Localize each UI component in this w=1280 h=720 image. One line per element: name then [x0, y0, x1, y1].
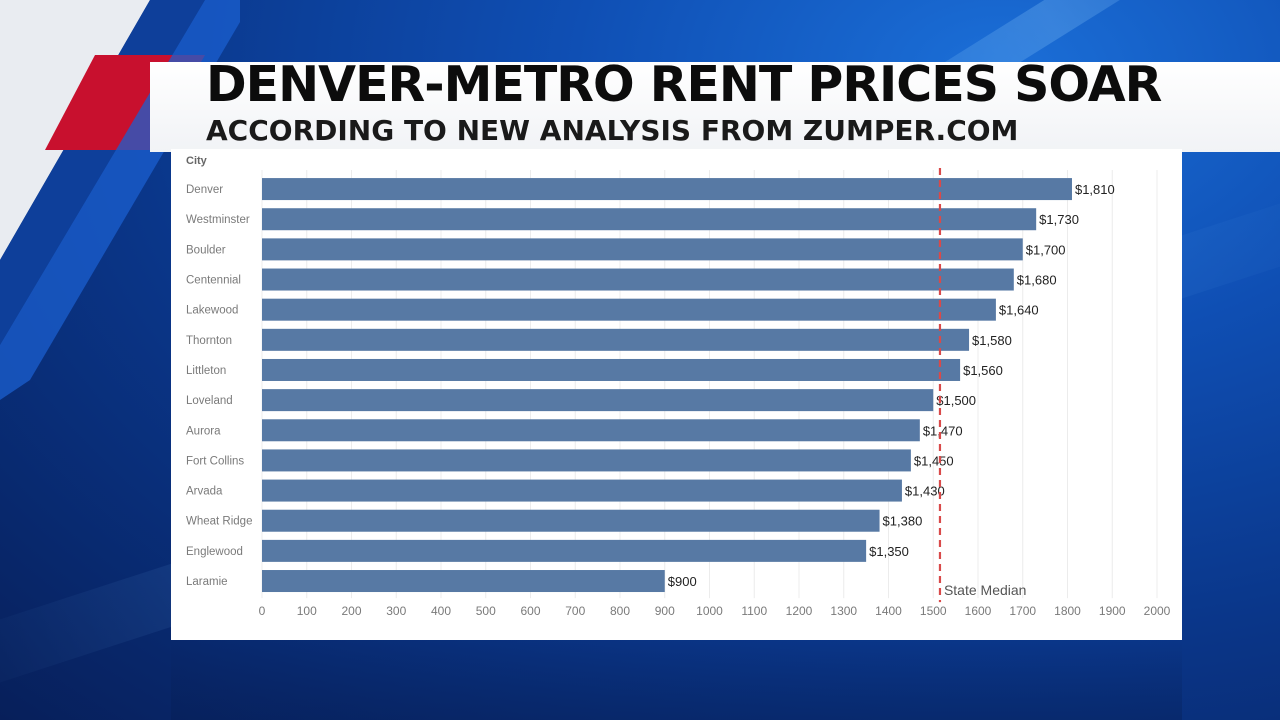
data-label: $1,680 — [1017, 273, 1057, 288]
x-tick-label: 1900 — [1099, 604, 1126, 618]
bar — [262, 178, 1072, 201]
category-label: Loveland — [186, 395, 233, 407]
chart-panel: City Denver $1,810 Westminster $1,730 Boulder… — [171, 149, 1182, 640]
data-label: $1,430 — [905, 484, 945, 499]
category-label: Lakewood — [186, 305, 238, 317]
bar — [262, 479, 902, 502]
category-header: City — [186, 155, 208, 167]
category-label: Aurora — [186, 425, 221, 437]
bar — [262, 449, 911, 472]
bar — [262, 208, 1037, 231]
bar — [262, 539, 867, 562]
data-label: $1,560 — [963, 363, 1003, 378]
x-tick-label: 1700 — [1009, 604, 1036, 618]
x-tick-label: 700 — [565, 604, 585, 618]
bar — [262, 268, 1014, 291]
bar — [262, 509, 880, 532]
data-label: $1,580 — [972, 333, 1012, 348]
bar — [262, 238, 1023, 261]
data-label: $1,640 — [999, 303, 1039, 318]
category-label: Denver — [186, 184, 223, 196]
bar — [262, 358, 961, 381]
bar — [262, 298, 996, 321]
category-label: Arvada — [186, 486, 223, 498]
x-tick-label: 900 — [655, 604, 675, 618]
bar — [262, 389, 934, 412]
bar — [262, 570, 665, 593]
category-label: Littleton — [186, 365, 226, 377]
data-label: $900 — [668, 574, 697, 589]
data-label: $1,350 — [869, 544, 909, 559]
x-tick-label: 600 — [520, 604, 540, 618]
x-tick-label: 1100 — [741, 604, 767, 618]
category-label: Boulder — [186, 244, 226, 256]
x-tick-label: 400 — [431, 604, 451, 618]
headline-title: DENVER-METRO RENT PRICES SOAR — [206, 56, 1162, 113]
headline-subtitle: ACCORDING TO NEW ANALYSIS FROM ZUMPER.CO… — [206, 114, 1019, 147]
data-label: $1,700 — [1026, 242, 1066, 257]
category-label: Thornton — [186, 335, 232, 347]
x-tick-label: 0 — [259, 604, 266, 618]
x-tick-label: 2000 — [1144, 604, 1171, 618]
category-label: Laramie — [186, 576, 228, 588]
x-tick-label: 1600 — [965, 604, 992, 618]
state-median-label: State Median — [944, 582, 1027, 598]
category-label: Wheat Ridge — [186, 516, 252, 528]
x-tick-label: 200 — [341, 604, 361, 618]
data-label: $1,730 — [1039, 212, 1079, 227]
data-label: $1,500 — [936, 393, 976, 408]
x-tick-label: 300 — [386, 604, 406, 618]
category-label: Centennial — [186, 275, 241, 287]
headline-banner — [150, 62, 1280, 152]
bar — [262, 419, 920, 442]
x-tick-label: 1800 — [1054, 604, 1081, 618]
x-tick-label: 1400 — [875, 604, 902, 618]
data-label: $1,450 — [914, 453, 954, 468]
data-label: $1,380 — [883, 514, 923, 529]
data-label: $1,810 — [1075, 182, 1115, 197]
rent-bar-chart: City Denver $1,810 Westminster $1,730 Boulder… — [186, 155, 1171, 618]
category-label: Westminster — [186, 214, 250, 226]
category-label: Fort Collins — [186, 455, 244, 467]
data-label: $1,470 — [923, 423, 963, 438]
x-tick-label: 1300 — [830, 604, 857, 618]
x-tick-label: 1500 — [920, 604, 947, 618]
x-tick-label: 800 — [610, 604, 630, 618]
x-tick-label: 100 — [297, 604, 317, 618]
x-tick-label: 1000 — [696, 604, 723, 618]
bar — [262, 328, 970, 351]
x-tick-label: 1200 — [786, 604, 813, 618]
x-tick-label: 500 — [476, 604, 496, 618]
category-label: Englewood — [186, 546, 243, 558]
lower-strip — [171, 640, 1182, 720]
